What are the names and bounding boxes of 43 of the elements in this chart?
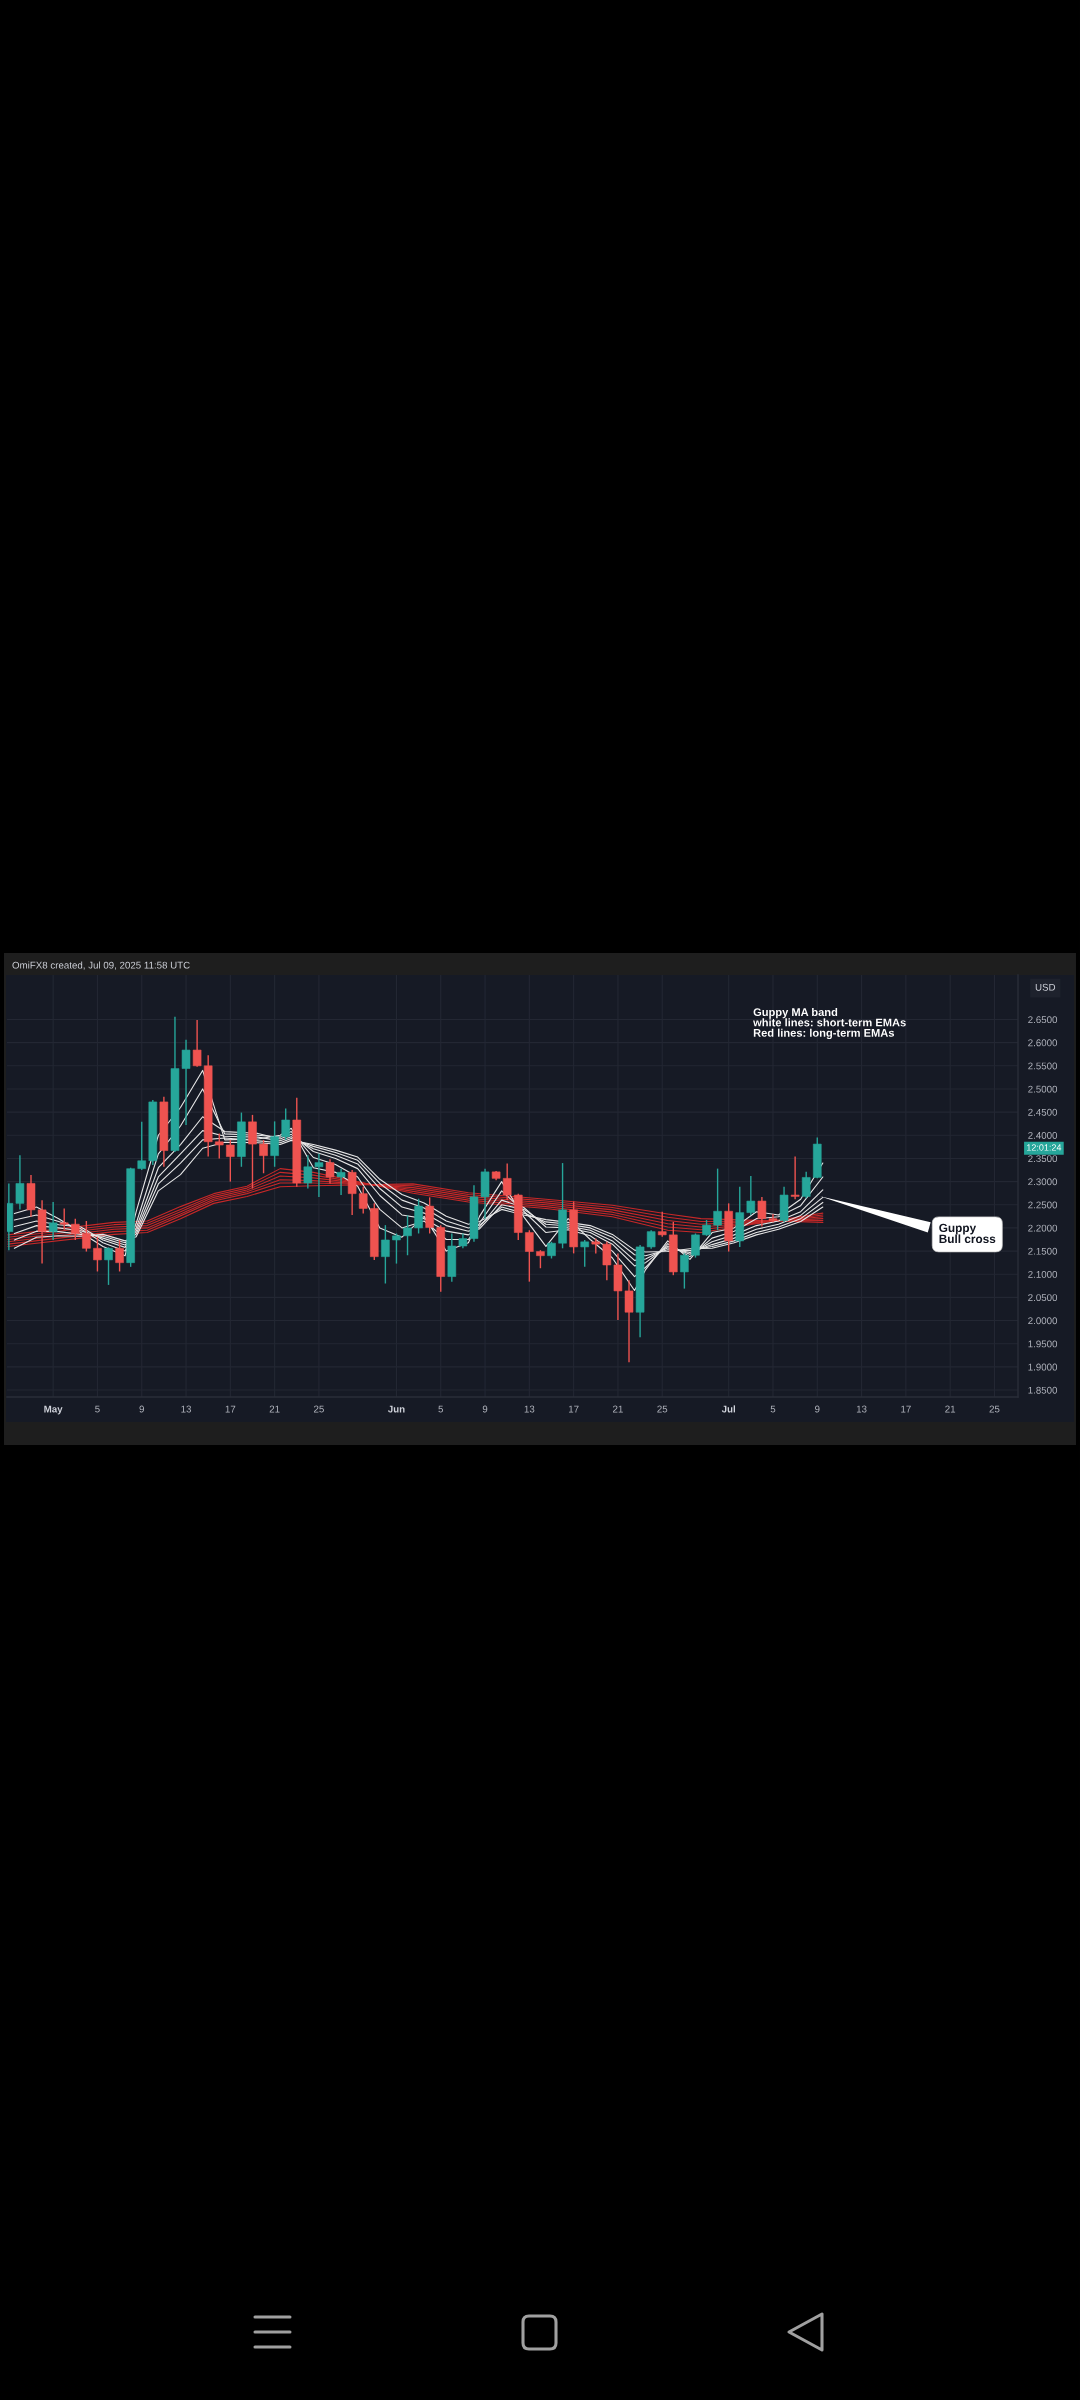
y-axis-title: USD — [1035, 983, 1056, 991]
y-tick-label: 2.6500 — [1028, 1016, 1058, 1024]
x-tick-label: 17 — [901, 1405, 911, 1413]
y-tick-label: 2.2000 — [1028, 1224, 1058, 1232]
y-tick-label: 2.5000 — [1028, 1085, 1058, 1093]
x-tick-label: Jun — [387, 1405, 405, 1413]
x-tick-label: Jul — [721, 1405, 736, 1413]
y-tick-label: 2.4000 — [1028, 1132, 1058, 1139]
x-tick-label: 5 — [95, 1405, 100, 1413]
annotation: Guppy Bull cross — [939, 1223, 996, 1244]
x-tick-label: 5 — [770, 1405, 776, 1413]
x-tick-label: 13 — [181, 1405, 192, 1413]
x-tick-label: 21 — [269, 1405, 280, 1413]
y-tick-label: 2.1500 — [1028, 1247, 1058, 1255]
x-tick-label: 9 — [482, 1405, 488, 1413]
x-tick-label: 25 — [657, 1405, 668, 1413]
y-tick-label: 2.2500 — [1028, 1201, 1058, 1209]
y-tick-label: 2.0500 — [1028, 1294, 1058, 1302]
y-tick-label: 2.1000 — [1028, 1270, 1058, 1278]
x-tick-label: 21 — [613, 1405, 623, 1413]
text: 12:01:24 — [1027, 1144, 1062, 1151]
x-tick-label: May — [44, 1405, 63, 1415]
y-tick-label: 2.5500 — [1028, 1062, 1058, 1070]
x-tick-label: 13 — [856, 1405, 867, 1413]
y-tick-label: 1.9500 — [1028, 1340, 1058, 1348]
x-tick-label: 9 — [139, 1405, 144, 1413]
x-tick-label: 25 — [314, 1405, 324, 1413]
y-tick-label: 2.6000 — [1028, 1039, 1058, 1047]
x-tick-label: 17 — [225, 1405, 236, 1413]
x-tick-label: 9 — [815, 1405, 820, 1413]
x-tick-label: 13 — [524, 1405, 535, 1413]
y-tick-label: 2.3500 — [1028, 1155, 1058, 1163]
y-tick-label: 2.4500 — [1028, 1108, 1058, 1116]
x-tick-label: 21 — [945, 1405, 956, 1413]
x-tick-label: 17 — [568, 1405, 579, 1413]
x-tick-label: 25 — [989, 1405, 1000, 1413]
annotation: Guppy MA band white lines: short-term EMAs Red lines: long-term EMAs — [753, 1007, 906, 1040]
chart-title: OmiFX8 created, Jul 09, 2025 11:58 UTC — [12, 961, 190, 970]
x-tick-label: 5 — [438, 1405, 444, 1413]
y-tick-label: 1.8500 — [1028, 1386, 1058, 1394]
y-tick-label: 1.9000 — [1028, 1363, 1058, 1371]
y-tick-label: 2.0000 — [1028, 1317, 1058, 1325]
y-tick-label: 2.3000 — [1028, 1178, 1058, 1186]
